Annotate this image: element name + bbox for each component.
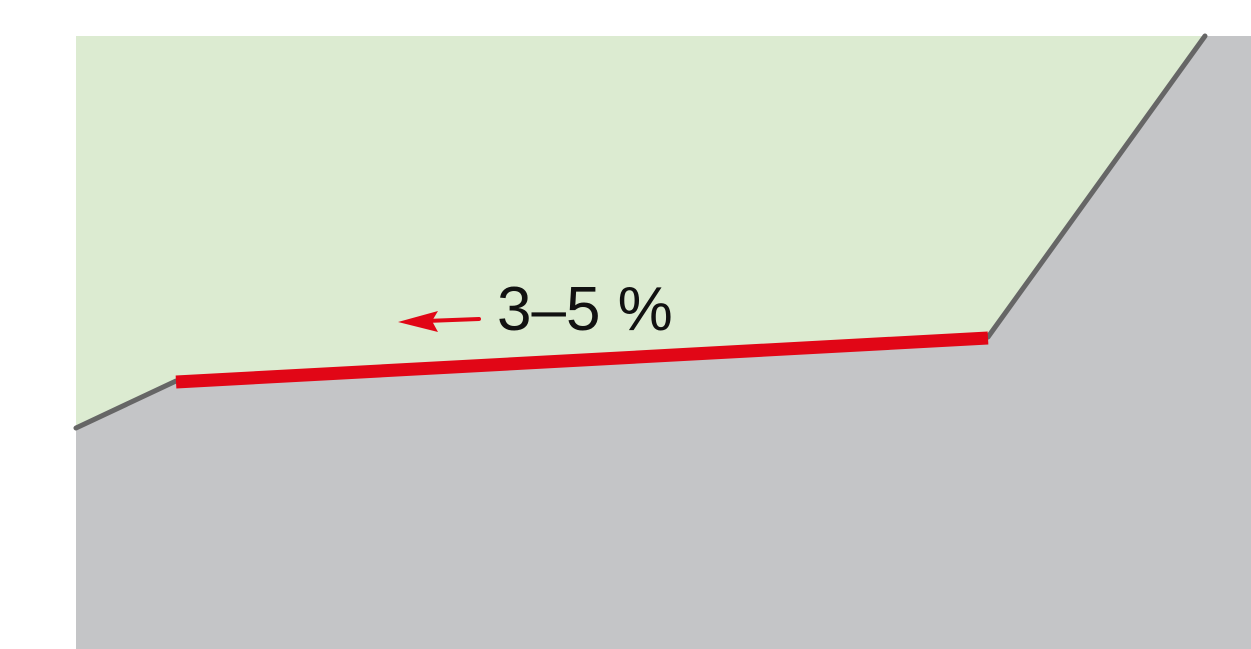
ground-area (76, 36, 1251, 649)
right-ground-edge (985, 33, 1208, 340)
slope-percentage-label: 3–5 % (497, 275, 673, 344)
left-ground-edge (73, 378, 179, 431)
slope-direction-arrow (398, 311, 481, 332)
slope-surface-line (175, 331, 989, 389)
